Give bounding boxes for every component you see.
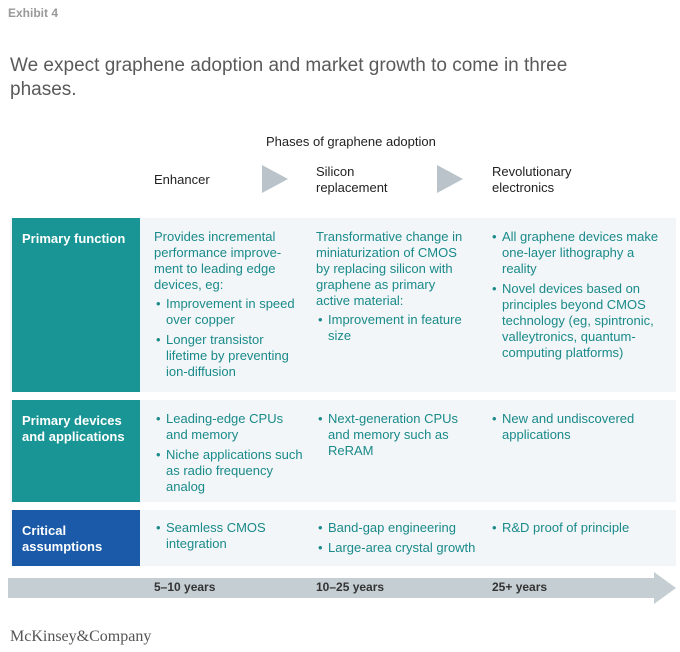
phase-silicon-replacement: Silicon replacement [316,164,388,195]
list-item: R&D proof of principle [490,520,668,536]
cell-assumptions-silicon: Band-gap engineering Large-area crystal … [316,520,488,560]
list-item: Leading-edge CPUs and memory [154,411,304,443]
list-item: Large-area crystal growth [316,540,488,556]
cell-text: Transformative change in miniaturization… [316,229,463,308]
exhibit-label: Exhibit 4 [8,6,59,20]
cell-devices-silicon: Next-generation CPUs and memory such as … [316,411,468,463]
cell-assumptions-enhancer: Seamless CMOS integration [154,520,304,556]
phases-title: Phases of graphene adoption [266,134,436,149]
timeline-label-silicon: 10–25 years [316,580,385,594]
row-label-primary-devices: Primary devices and applications [12,400,140,502]
cell-devices-revolutionary: New and undiscovered applications [490,411,668,447]
list-item: Niche applications such as radio frequen… [154,447,304,495]
list-item: Novel devices based on principles beyond… [490,281,668,361]
cell-function-silicon: Transformative change in miniaturization… [316,229,468,348]
list-item: Improvement in feature size [316,312,468,344]
list-item: All graphene devices make one-layer lith… [490,229,668,277]
phase-revolutionary-electronics: Revolutionary electronics [492,164,572,195]
cell-function-revolutionary: All graphene devices make one-layer lith… [490,229,668,365]
list-item: Band-gap engineering [316,520,488,536]
cell-assumptions-revolutionary: R&D proof of principle [490,520,668,540]
row-label-primary-function: Primary function [12,218,140,392]
list-item: Longer transistor lifetime by preventing… [154,332,304,380]
cell-devices-enhancer: Leading-edge CPUs and memory Niche appli… [154,411,304,499]
list-item: Next-generation CPUs and memory such as … [316,411,468,459]
headline: We expect graphene adoption and market g… [10,55,568,100]
phase-enhancer: Enhancer [154,172,210,187]
cell-function-enhancer: Provides incremental performance improve… [154,229,304,384]
timeline-label-revolutionary: 25+ years [492,580,548,594]
row-label-critical-assumptions: Critical assumptions [12,510,140,566]
list-item: New and undiscovered applications [490,411,668,443]
cell-text: Provides incremental performance improve… [154,229,282,292]
mckinsey-logo: McKinsey&Company [10,628,152,645]
list-item: Improvement in speed over copper [154,296,304,328]
timeline-arrow-icon [8,572,676,604]
chevron-right-icon [437,165,463,193]
chevron-right-icon [262,165,288,193]
timeline-label-enhancer: 5–10 years [154,580,216,594]
list-item: Seamless CMOS integration [154,520,304,552]
